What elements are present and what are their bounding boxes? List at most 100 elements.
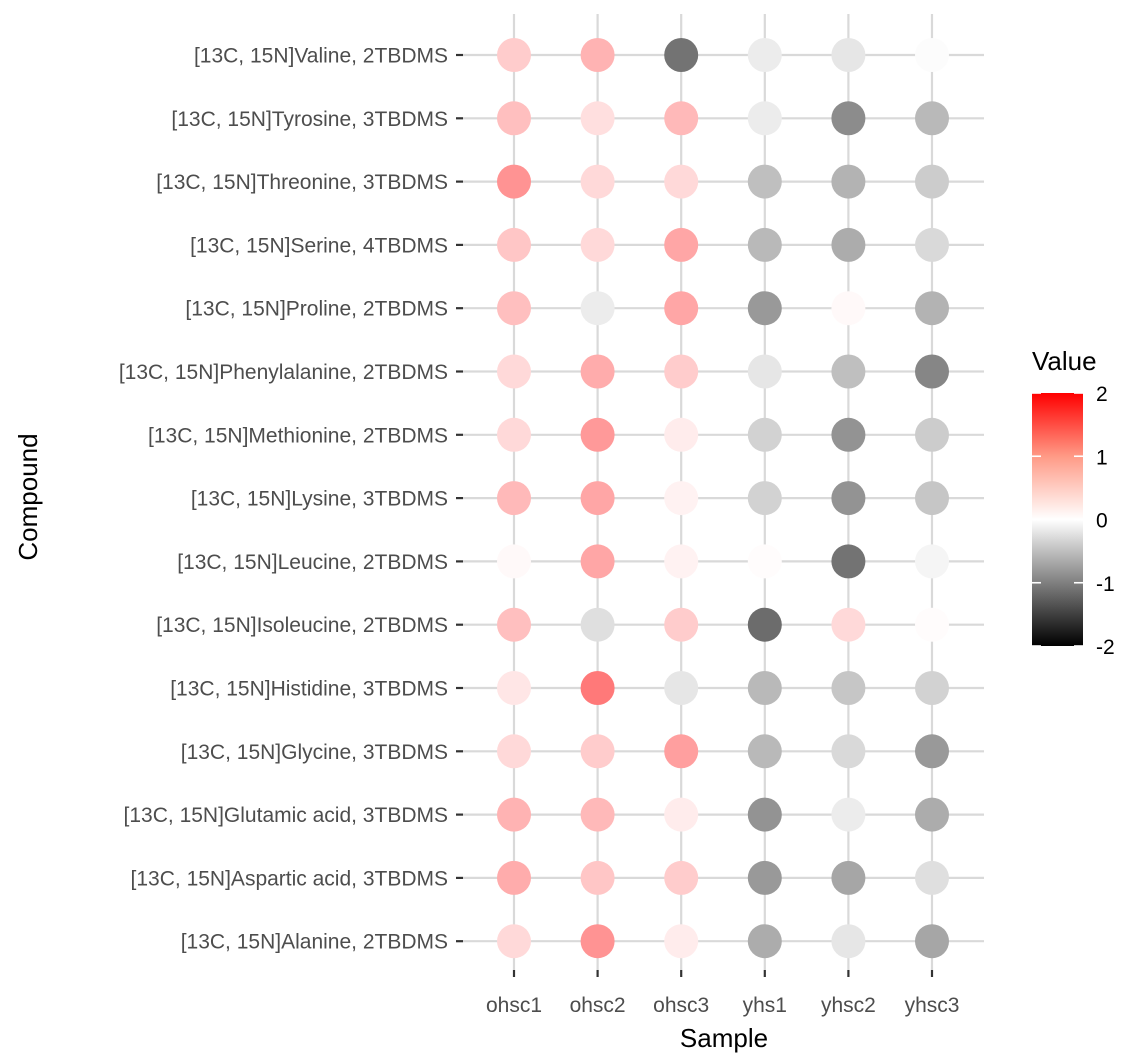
data-point — [747, 797, 782, 832]
y-tick-label: [13C, 15N]Methionine, 2TBDMS — [148, 424, 448, 447]
y-tick-label: [13C, 15N]Tyrosine, 3TBDMS — [171, 108, 448, 131]
data-point — [497, 671, 531, 705]
data-point — [831, 354, 866, 389]
data-point — [831, 860, 866, 895]
data-point — [747, 860, 782, 895]
data-point — [664, 481, 699, 516]
data-point — [915, 417, 949, 452]
axis-ticks — [456, 53, 934, 977]
y-tick-label: [13C, 15N]Phenylalanine, 2TBDMS — [119, 361, 448, 384]
data-point — [580, 797, 615, 832]
data-point — [747, 417, 782, 452]
grid-lines — [463, 14, 984, 970]
data-point — [580, 481, 615, 516]
data-point — [497, 544, 531, 579]
y-tick-label: [13C, 15N]Lysine, 3TBDMS — [191, 488, 448, 511]
data-point — [497, 860, 531, 895]
data-point — [664, 227, 699, 262]
data-point — [831, 607, 866, 642]
y-tick-label: [13C, 15N]Serine, 4TBDMS — [190, 234, 448, 257]
data-point — [497, 417, 531, 452]
x-tick-label: ohsc1 — [486, 994, 542, 1017]
y-tick-label: [13C, 15N]Histidine, 3TBDMS — [170, 678, 448, 701]
data-point — [497, 924, 531, 959]
legend-tick-label: -2 — [1096, 636, 1115, 659]
data-point — [580, 164, 615, 199]
data-point — [831, 671, 866, 705]
legend-tick-label: 1 — [1096, 446, 1108, 469]
data-point — [664, 797, 699, 832]
data-point — [664, 544, 699, 579]
y-tick-label: [13C, 15N]Proline, 2TBDMS — [185, 298, 448, 321]
data-point — [747, 227, 782, 262]
data-point — [747, 671, 782, 705]
data-point — [580, 671, 615, 705]
data-point — [497, 797, 531, 832]
x-tick-label: ohsc3 — [653, 994, 709, 1017]
data-point — [747, 607, 782, 642]
y-tick-label: [13C, 15N]Isoleucine, 2TBDMS — [156, 614, 448, 637]
data-point — [664, 354, 699, 389]
data-point — [915, 544, 949, 579]
data-point — [580, 417, 615, 452]
data-point — [831, 481, 866, 516]
legend-title: Value — [1032, 346, 1097, 376]
data-point — [915, 101, 949, 136]
data-point — [831, 924, 866, 959]
data-point — [747, 924, 782, 959]
data-point — [831, 797, 866, 832]
data-point — [497, 227, 531, 262]
data-point — [747, 544, 782, 579]
data-points — [497, 38, 949, 959]
data-point — [497, 101, 531, 136]
data-point — [747, 291, 782, 326]
data-point — [831, 544, 866, 579]
data-point — [664, 417, 699, 452]
x-tick-label: ohsc2 — [570, 994, 626, 1017]
data-point — [580, 734, 615, 769]
data-point — [831, 38, 866, 72]
data-point — [664, 607, 699, 642]
data-point — [915, 797, 949, 832]
data-point — [497, 734, 531, 769]
data-point — [497, 354, 531, 389]
data-point — [580, 227, 615, 262]
data-point — [664, 734, 699, 769]
legend: Value 2 1 0 -1 -2 — [1032, 346, 1115, 659]
data-point — [580, 860, 615, 895]
data-point — [831, 417, 866, 452]
data-point — [915, 164, 949, 199]
data-point — [831, 734, 866, 769]
x-tick-label: yhs1 — [743, 994, 787, 1017]
data-point — [915, 354, 949, 389]
data-point — [915, 291, 949, 326]
data-point — [747, 734, 782, 769]
x-axis-title: Sample — [680, 1023, 768, 1053]
y-tick-label: [13C, 15N]Leucine, 2TBDMS — [177, 551, 448, 574]
data-point — [664, 860, 699, 895]
y-tick-label: [13C, 15N]Glycine, 3TBDMS — [181, 741, 448, 764]
data-point — [915, 734, 949, 769]
data-point — [580, 544, 615, 579]
data-point — [497, 291, 531, 326]
data-point — [580, 607, 615, 642]
data-point — [915, 481, 949, 516]
data-point — [580, 354, 615, 389]
data-point — [831, 227, 866, 262]
legend-tick-label: 2 — [1096, 383, 1108, 406]
data-point — [497, 38, 531, 72]
data-point — [664, 924, 699, 959]
data-point — [915, 924, 949, 959]
y-tick-label: [13C, 15N]Aspartic acid, 3TBDMS — [131, 867, 448, 890]
y-tick-label: [13C, 15N]Alanine, 2TBDMS — [181, 931, 448, 954]
data-point — [664, 671, 699, 705]
data-point — [915, 607, 949, 642]
legend-tick-label: -1 — [1096, 573, 1115, 596]
y-tick-label: [13C, 15N]Threonine, 3TBDMS — [156, 171, 448, 194]
data-point — [664, 164, 699, 199]
data-point — [664, 38, 699, 72]
data-point — [580, 291, 615, 326]
data-point — [915, 227, 949, 262]
data-point — [915, 671, 949, 705]
